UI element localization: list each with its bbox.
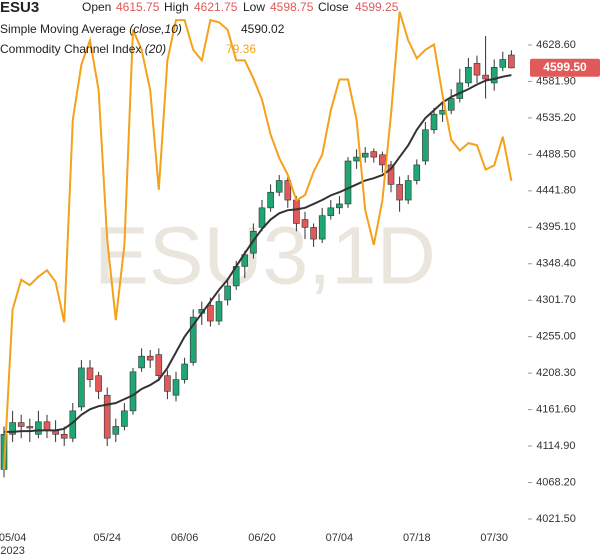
y-tick-label: 4114.90 (537, 440, 576, 452)
cci-legend: Commodity Channel Index (20) (0, 42, 166, 56)
candle-body (112, 426, 120, 435)
candle-body (78, 367, 85, 408)
candle-body (26, 426, 34, 429)
candle-body (327, 207, 335, 216)
candle-body (181, 363, 188, 380)
ohlc-value: 4599.25 (355, 0, 399, 14)
candle-body (43, 421, 51, 431)
y-tick-label: 4348.40 (536, 258, 576, 270)
y-tick-label: 4161.60 (536, 404, 576, 416)
ohlc-label: Close (318, 0, 349, 14)
ohlc-label: High (164, 0, 189, 14)
ohlc-value: 4598.75 (270, 0, 314, 14)
candle-body (387, 164, 395, 185)
y-tick-label: 4488.50 (536, 148, 576, 160)
candle-body (164, 375, 171, 392)
price-axis: 4021.50 4068.20 4114.90 4161.60 4208.30 4255.… (528, 39, 600, 525)
candle-body (189, 316, 197, 363)
ohlc-label: Low (243, 0, 265, 14)
candle-body (155, 354, 163, 377)
x-tick-label: 07/04 (326, 532, 354, 544)
candle-body (344, 160, 352, 205)
price-tag-label: 4599.50 (543, 60, 587, 74)
y-tick-label: 4068.20 (536, 476, 576, 488)
candle-body (258, 207, 266, 228)
x-tick-label: 07/30 (480, 532, 508, 544)
candle-body (95, 375, 102, 392)
candle-body (224, 285, 231, 301)
y-tick-label: 4021.50 (536, 513, 576, 525)
candle-body (353, 156, 360, 162)
candle-body (396, 184, 403, 201)
cci-params: (20) (145, 42, 166, 56)
cci-value: 79.36 (226, 42, 256, 56)
ohlc-label: Open (82, 0, 111, 14)
x-tick-label: 05/24 (93, 532, 121, 544)
candle-body (17, 422, 25, 427)
candle-body (447, 98, 455, 111)
x-tick-label: 06/06 (171, 532, 199, 544)
candle-body (267, 191, 274, 209)
ohlc-value: 4615.75 (116, 0, 160, 14)
candle-body (370, 151, 378, 158)
candle-body (499, 59, 507, 68)
candle-body (215, 301, 223, 322)
x-tick-label: 07/18 (403, 532, 431, 544)
candle-body (361, 152, 369, 158)
sma-name: Simple Moving Average (0, 22, 126, 36)
cci-name: Commodity Channel Index (0, 42, 141, 56)
sma-value: 4590.02 (241, 22, 285, 36)
candle-body (379, 154, 386, 166)
candle-body (456, 82, 464, 99)
plot-area (0, 11, 515, 478)
y-tick-label: 4301.70 (536, 294, 576, 306)
y-tick-label: 4255.00 (536, 331, 576, 343)
candle-body (86, 367, 94, 380)
candle-body (275, 180, 283, 193)
ohlc-value: 4621.75 (194, 0, 238, 14)
candle-body (35, 421, 42, 435)
sma-legend: Simple Moving Average (close,10) (0, 22, 182, 36)
candle-body (490, 67, 498, 84)
y-tick-label: 4535.20 (536, 112, 576, 124)
candle-body (9, 422, 16, 435)
candle-body (310, 227, 317, 240)
candle-body (404, 180, 412, 201)
y-tick-label: 4441.80 (536, 185, 576, 197)
candle-body (172, 379, 180, 396)
candle-body (284, 180, 292, 201)
candle-body (146, 355, 154, 361)
cci-line (3, 11, 513, 470)
symbol: ESU3 (0, 0, 39, 16)
candle-body (207, 305, 214, 322)
candle-body (413, 164, 421, 181)
x-tick-label: 06/20 (248, 532, 276, 544)
candle-body (293, 199, 300, 224)
x-year-label: 2023 (0, 545, 24, 557)
y-tick-label: 4208.30 (536, 367, 576, 379)
candle-body (129, 371, 137, 412)
candle-body (318, 215, 326, 240)
candle-body (430, 113, 438, 131)
candle-body (60, 433, 68, 439)
y-tick-label: 4581.90 (536, 75, 576, 87)
price-tag (530, 58, 600, 77)
y-tick-label: 4395.10 (536, 221, 576, 233)
candle-body (121, 410, 128, 427)
header: ESU3 Open 4615.75 High 4621.75 Low 4598.… (0, 0, 399, 56)
candle-body (482, 74, 489, 80)
candle-body (336, 203, 343, 209)
candle-body (301, 219, 309, 228)
candle-body (508, 54, 515, 69)
candle-body (103, 394, 111, 439)
candle-body (422, 129, 429, 162)
candle-body (473, 63, 481, 76)
sma-line (4, 74, 512, 433)
sma-params: (close,10) (129, 22, 182, 36)
candle-body (465, 67, 472, 84)
candle-body (138, 355, 145, 369)
y-tick-label: 4628.60 (536, 39, 576, 51)
x-tick-label: 05/04 (0, 532, 26, 544)
